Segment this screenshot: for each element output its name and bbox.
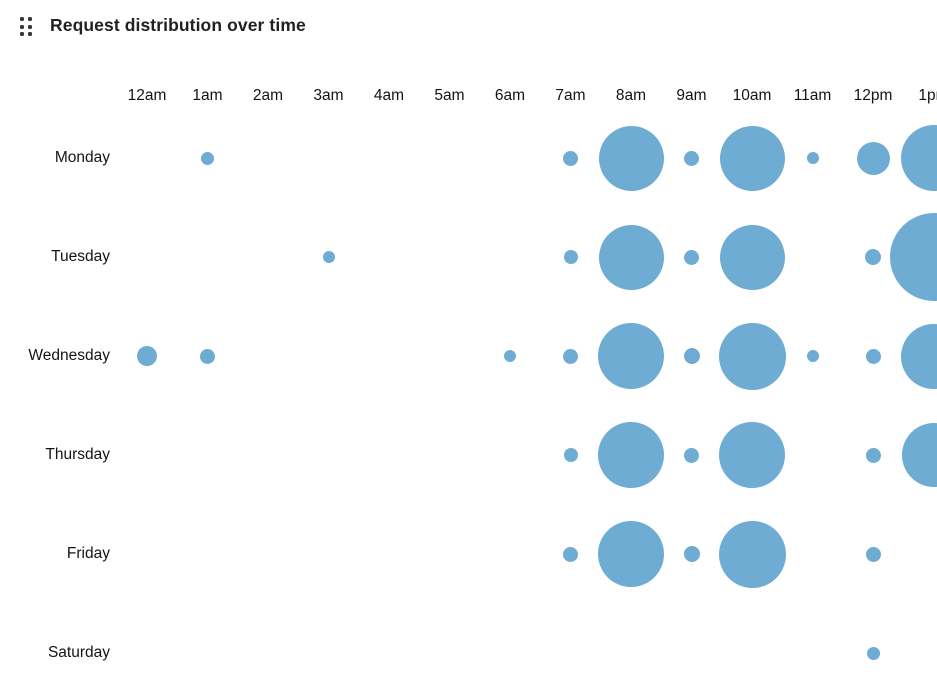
hour-label: 6am — [494, 87, 526, 104]
hour-label: 9am — [676, 87, 707, 104]
bubble[interactable] — [598, 323, 664, 389]
bubble[interactable] — [684, 150, 699, 166]
hour-label: 3am — [313, 87, 344, 104]
day-label: Monday — [54, 149, 110, 166]
hour-label: 5am — [434, 87, 465, 104]
bubble[interactable] — [563, 348, 578, 364]
bubble[interactable] — [865, 447, 881, 463]
bubble[interactable] — [684, 249, 699, 265]
bubble[interactable] — [865, 348, 881, 364]
hour-label: 11am — [793, 87, 832, 104]
bubble[interactable] — [598, 125, 664, 191]
hour-label: 12am — [127, 87, 167, 104]
bubble[interactable] — [322, 251, 335, 263]
bubble[interactable] — [901, 423, 937, 487]
widget-title: Request distribution over time — [50, 15, 306, 35]
bubble[interactable] — [598, 224, 664, 290]
bubble[interactable] — [718, 322, 786, 390]
bubble[interactable] — [856, 141, 890, 175]
bubble[interactable] — [866, 646, 880, 660]
day-label: Saturday — [47, 644, 110, 661]
widget-header: Request distribution over time — [0, 0, 937, 44]
bubble[interactable] — [598, 521, 664, 587]
hour-label: 2am — [252, 87, 284, 104]
day-label: Thursday — [45, 446, 110, 463]
bubble[interactable] — [200, 348, 215, 364]
hour-label: 1pm — [918, 87, 937, 104]
drag-handle-icon[interactable] — [20, 17, 32, 36]
bubble[interactable] — [806, 350, 819, 362]
hour-label: 4am — [373, 87, 405, 104]
bubble[interactable] — [718, 520, 786, 588]
bubble[interactable] — [901, 323, 937, 389]
hour-label: 8am — [615, 87, 647, 104]
bubble[interactable] — [504, 350, 516, 362]
hour-label: 7am — [555, 87, 586, 104]
hour-label: 1am — [192, 87, 223, 104]
bubble[interactable] — [889, 213, 937, 301]
day-label: Tuesday — [51, 248, 110, 265]
bubble[interactable] — [563, 250, 578, 264]
bubble[interactable] — [137, 346, 157, 366]
bubble[interactable] — [563, 546, 578, 562]
bubble[interactable] — [598, 422, 664, 488]
bubble[interactable] — [865, 249, 881, 265]
day-label: Wednesday — [28, 347, 110, 364]
day-label: Friday — [66, 545, 110, 562]
bubble[interactable] — [684, 447, 699, 463]
bubble[interactable] — [719, 422, 785, 488]
bubble[interactable] — [806, 152, 819, 164]
hour-label: 10am — [732, 87, 772, 104]
bubble[interactable] — [865, 546, 881, 562]
bubble[interactable] — [683, 348, 700, 364]
bubble[interactable] — [201, 151, 214, 165]
bubble[interactable] — [683, 546, 700, 562]
bubble[interactable] — [719, 224, 785, 290]
hour-label: 12pm — [853, 87, 893, 104]
bubble[interactable] — [719, 125, 785, 191]
bubble[interactable] — [563, 150, 578, 166]
bubble[interactable] — [900, 125, 937, 191]
bubble[interactable] — [563, 448, 578, 462]
